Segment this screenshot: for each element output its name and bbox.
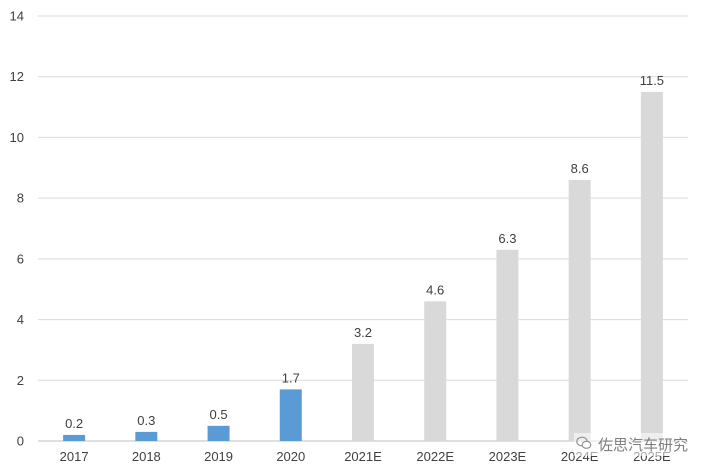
data-label: 4.6 (426, 282, 444, 297)
watermark-text: 佐思汽车研究 (597, 436, 688, 454)
watermark: 佐思汽车研究 (573, 433, 690, 456)
bar (640, 91, 663, 442)
bar (496, 249, 519, 441)
x-tick-label: 2021E (344, 449, 382, 464)
x-tick-label: 2023E (489, 449, 527, 464)
bar (568, 179, 591, 441)
data-label: 3.2 (354, 325, 372, 340)
y-tick-label: 6 (17, 251, 24, 266)
y-tick-label: 8 (17, 191, 24, 206)
data-label: 0.5 (210, 407, 228, 422)
wechat-icon (576, 436, 592, 454)
data-label: 6.3 (498, 231, 516, 246)
data-label: 0.2 (65, 416, 83, 431)
y-tick-label: 12 (10, 69, 24, 84)
y-tick-label: 0 (17, 434, 24, 449)
data-label: 8.6 (571, 161, 589, 176)
x-tick-label: 2019 (204, 449, 233, 464)
bar (135, 431, 158, 441)
data-label: 1.7 (282, 370, 300, 385)
x-tick-label: 2020 (276, 449, 305, 464)
data-label: 11.5 (640, 73, 664, 88)
y-tick-label: 2 (17, 373, 24, 388)
data-label: 0.3 (137, 413, 155, 428)
bar (207, 425, 230, 441)
bar (424, 301, 447, 441)
y-tick-label: 4 (17, 312, 24, 327)
bar (279, 389, 302, 441)
bar (352, 343, 374, 441)
x-tick-label: 2017 (60, 449, 89, 464)
x-tick-label: 2022E (416, 449, 454, 464)
bar (63, 434, 86, 441)
x-tick-label: 2018 (132, 449, 161, 464)
y-tick-label: 10 (10, 130, 24, 145)
y-tick-label: 14 (10, 9, 24, 24)
